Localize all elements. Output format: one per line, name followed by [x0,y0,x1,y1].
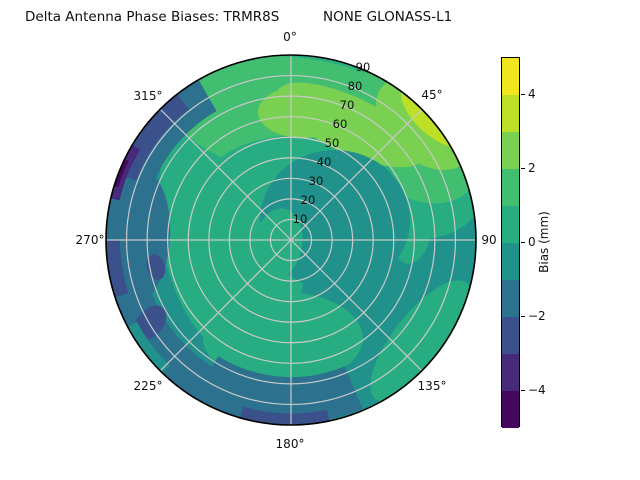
elevation-label: 70 [339,98,355,112]
colorbar-band [502,317,519,354]
colorbar-band [502,280,519,317]
colorbar-band [502,391,519,428]
elevation-label: 90 [355,60,371,74]
elevation-label: 40 [316,155,332,169]
elevation-label: 60 [332,117,348,131]
azimuth-label: 315° [133,89,163,103]
elevation-label: 10 [292,212,308,226]
elevation-label: 30 [308,174,324,188]
azimuth-label: 135° [417,379,447,393]
contour-region [117,93,189,181]
azimuth-label: 0° [283,30,297,44]
elevation-label: 20 [300,193,316,207]
plot-title-left: Delta Antenna Phase Biases: TRMR8S [25,9,280,25]
contour-region [106,239,129,298]
contour-region [203,292,363,384]
polar-grid [106,55,476,425]
colorbar-tick-label: −4 [528,383,546,397]
colorbar-band [502,132,519,169]
azimuth-label: 225° [133,379,163,393]
colorbar-tick-mark [521,94,525,96]
contour-region [253,208,303,280]
contour-region [276,82,424,168]
elevation-label: 80 [347,79,363,93]
colorbar-band [502,206,519,243]
contour-region [239,406,330,425]
plot-title-right: NONE GLONASS-L1 [323,9,453,25]
colorbar-tick-mark [521,390,525,392]
elevation-label: 50 [324,136,340,150]
contour-fill-layers [106,55,476,425]
polar-outline [105,54,477,426]
colorbar-tick-label: −2 [528,309,546,323]
azimuth-label: 180° [275,437,305,451]
azimuth-label: 270° [75,233,105,247]
colorbar-axis-label: Bias (mm) [537,211,551,273]
contour-region [111,157,129,188]
colorbar-tick-label: 0 [528,235,536,249]
colorbar-band [502,58,519,95]
azimuth-label: 45° [421,88,443,102]
colorbar-band [502,169,519,206]
colorbar-tick-mark [521,242,525,244]
contour-region [194,355,363,424]
colorbar-band [502,95,519,132]
colorbar-tick-label: 4 [528,87,536,101]
colorbar-band [502,243,519,280]
colorbar-tick-mark [521,316,525,318]
colorbar [501,57,520,428]
colorbar-tick-mark [521,168,525,170]
colorbar-band [502,354,519,391]
azimuth-label: 90 [481,233,497,247]
colorbar-tick-label: 2 [528,161,536,175]
